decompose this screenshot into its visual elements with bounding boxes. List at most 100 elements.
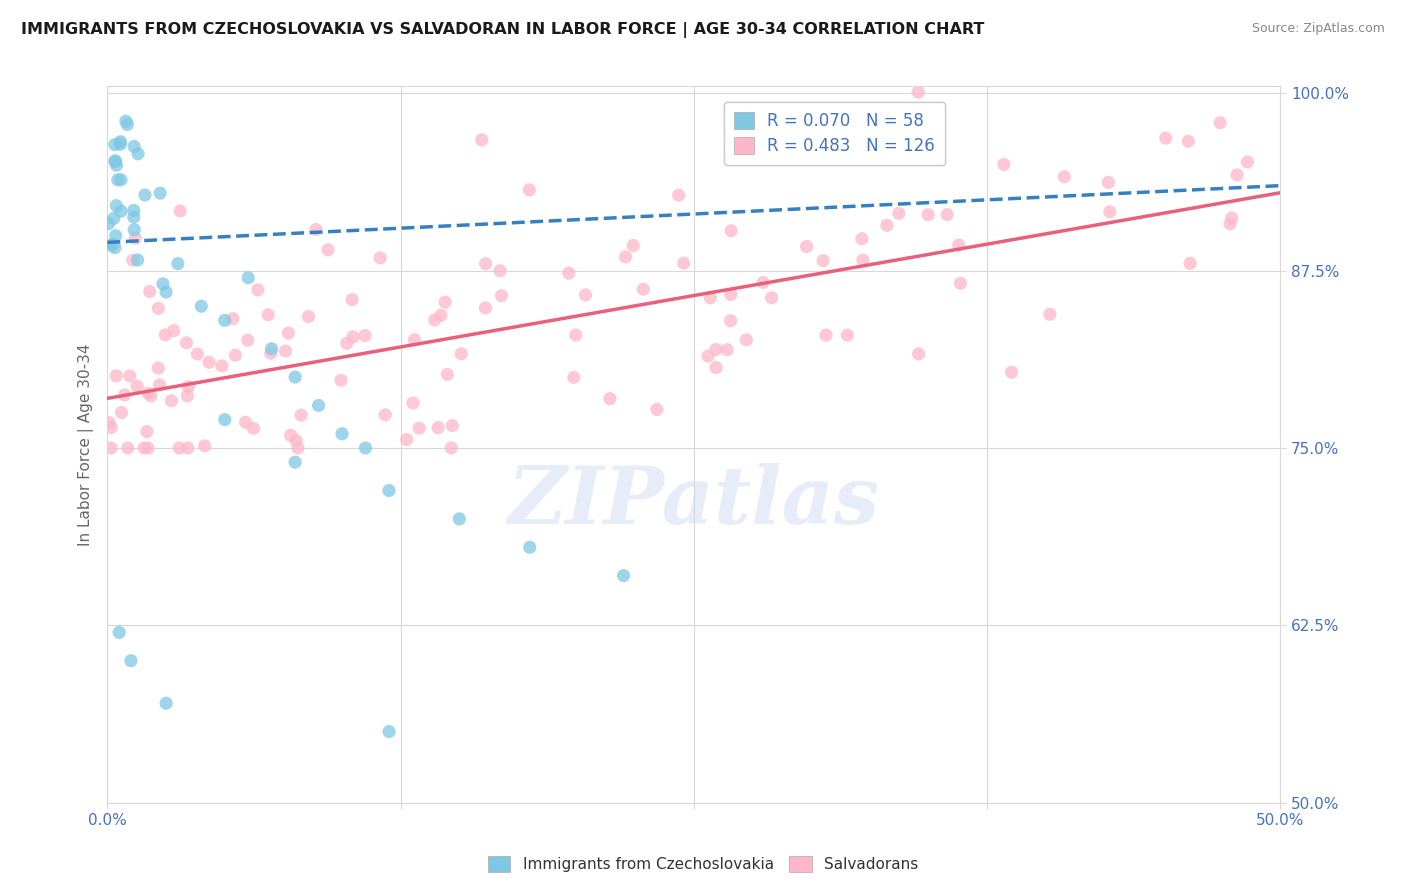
Point bbox=[1226, 168, 1249, 182]
Legend: Immigrants from Czechoslovakia, Salvadorans: Immigrants from Czechoslovakia, Salvador… bbox=[479, 848, 927, 880]
Point bbox=[907, 85, 929, 99]
Point bbox=[274, 344, 297, 359]
Point bbox=[329, 373, 352, 387]
Point bbox=[284, 370, 307, 384]
Point bbox=[124, 231, 146, 245]
Point bbox=[342, 330, 364, 344]
Point bbox=[104, 241, 127, 255]
Point bbox=[436, 368, 458, 382]
Point bbox=[224, 348, 246, 362]
Point bbox=[404, 333, 426, 347]
Point bbox=[260, 342, 283, 356]
Point bbox=[108, 625, 131, 640]
Point bbox=[565, 328, 588, 343]
Point bbox=[699, 291, 721, 305]
Point bbox=[374, 408, 396, 422]
Point bbox=[103, 211, 125, 226]
Point bbox=[449, 512, 471, 526]
Point bbox=[936, 208, 959, 222]
Point bbox=[704, 343, 727, 357]
Point bbox=[562, 370, 585, 384]
Point bbox=[316, 243, 339, 257]
Point bbox=[852, 253, 875, 268]
Point bbox=[474, 301, 496, 315]
Point bbox=[887, 206, 910, 220]
Text: Source: ZipAtlas.com: Source: ZipAtlas.com bbox=[1251, 22, 1385, 36]
Point bbox=[110, 204, 132, 219]
Point bbox=[257, 308, 280, 322]
Point bbox=[290, 408, 312, 422]
Point bbox=[1177, 134, 1199, 148]
Point bbox=[236, 333, 259, 347]
Point bbox=[305, 222, 328, 236]
Point bbox=[277, 326, 299, 340]
Point bbox=[837, 328, 859, 343]
Point bbox=[107, 173, 129, 187]
Point bbox=[621, 238, 644, 252]
Point bbox=[752, 276, 775, 290]
Point bbox=[122, 139, 145, 153]
Point bbox=[104, 153, 127, 168]
Point bbox=[214, 412, 236, 426]
Point bbox=[115, 114, 138, 128]
Point bbox=[1053, 169, 1076, 184]
Legend: R = 0.070   N = 58, R = 0.483   N = 126: R = 0.070 N = 58, R = 0.483 N = 126 bbox=[724, 102, 945, 165]
Point bbox=[280, 428, 302, 442]
Text: IMMIGRANTS FROM CZECHOSLOVAKIA VS SALVADORAN IN LABOR FORCE | AGE 30-34 CORRELAT: IMMIGRANTS FROM CZECHOSLOVAKIA VS SALVAD… bbox=[21, 22, 984, 38]
Point bbox=[1097, 175, 1119, 189]
Point bbox=[336, 336, 359, 351]
Point bbox=[176, 389, 198, 403]
Point bbox=[105, 158, 128, 172]
Point bbox=[851, 232, 873, 246]
Point bbox=[148, 361, 170, 376]
Point bbox=[285, 434, 308, 448]
Point bbox=[260, 346, 283, 360]
Point bbox=[163, 324, 186, 338]
Point bbox=[814, 328, 837, 343]
Point bbox=[117, 441, 139, 455]
Point bbox=[1236, 155, 1258, 169]
Point bbox=[645, 402, 668, 417]
Point bbox=[354, 328, 377, 343]
Point bbox=[246, 283, 269, 297]
Point bbox=[402, 396, 425, 410]
Point bbox=[104, 154, 127, 169]
Point bbox=[167, 441, 190, 455]
Point bbox=[222, 311, 245, 326]
Point bbox=[194, 439, 217, 453]
Point bbox=[127, 252, 149, 267]
Point bbox=[169, 203, 191, 218]
Point bbox=[948, 238, 970, 252]
Point bbox=[122, 203, 145, 218]
Point bbox=[160, 393, 183, 408]
Text: ZIPatlas: ZIPatlas bbox=[508, 463, 880, 541]
Point bbox=[148, 378, 170, 392]
Point bbox=[993, 157, 1015, 171]
Point bbox=[110, 137, 132, 152]
Point bbox=[340, 293, 363, 307]
Point bbox=[176, 335, 198, 350]
Point bbox=[287, 441, 309, 455]
Point bbox=[378, 724, 401, 739]
Point bbox=[242, 421, 264, 435]
Point bbox=[117, 118, 139, 132]
Point bbox=[450, 347, 472, 361]
Point bbox=[149, 186, 172, 201]
Point bbox=[811, 253, 834, 268]
Point bbox=[166, 257, 188, 271]
Point bbox=[104, 137, 127, 152]
Point bbox=[97, 217, 120, 231]
Point bbox=[1180, 58, 1202, 72]
Point bbox=[122, 210, 145, 224]
Point bbox=[720, 224, 742, 238]
Point bbox=[235, 416, 257, 430]
Point bbox=[297, 310, 319, 324]
Point bbox=[177, 379, 200, 393]
Point bbox=[427, 420, 450, 434]
Point bbox=[1220, 211, 1243, 225]
Point bbox=[491, 289, 513, 303]
Point bbox=[720, 287, 742, 301]
Point bbox=[408, 421, 430, 435]
Point bbox=[139, 389, 162, 403]
Point bbox=[125, 379, 148, 393]
